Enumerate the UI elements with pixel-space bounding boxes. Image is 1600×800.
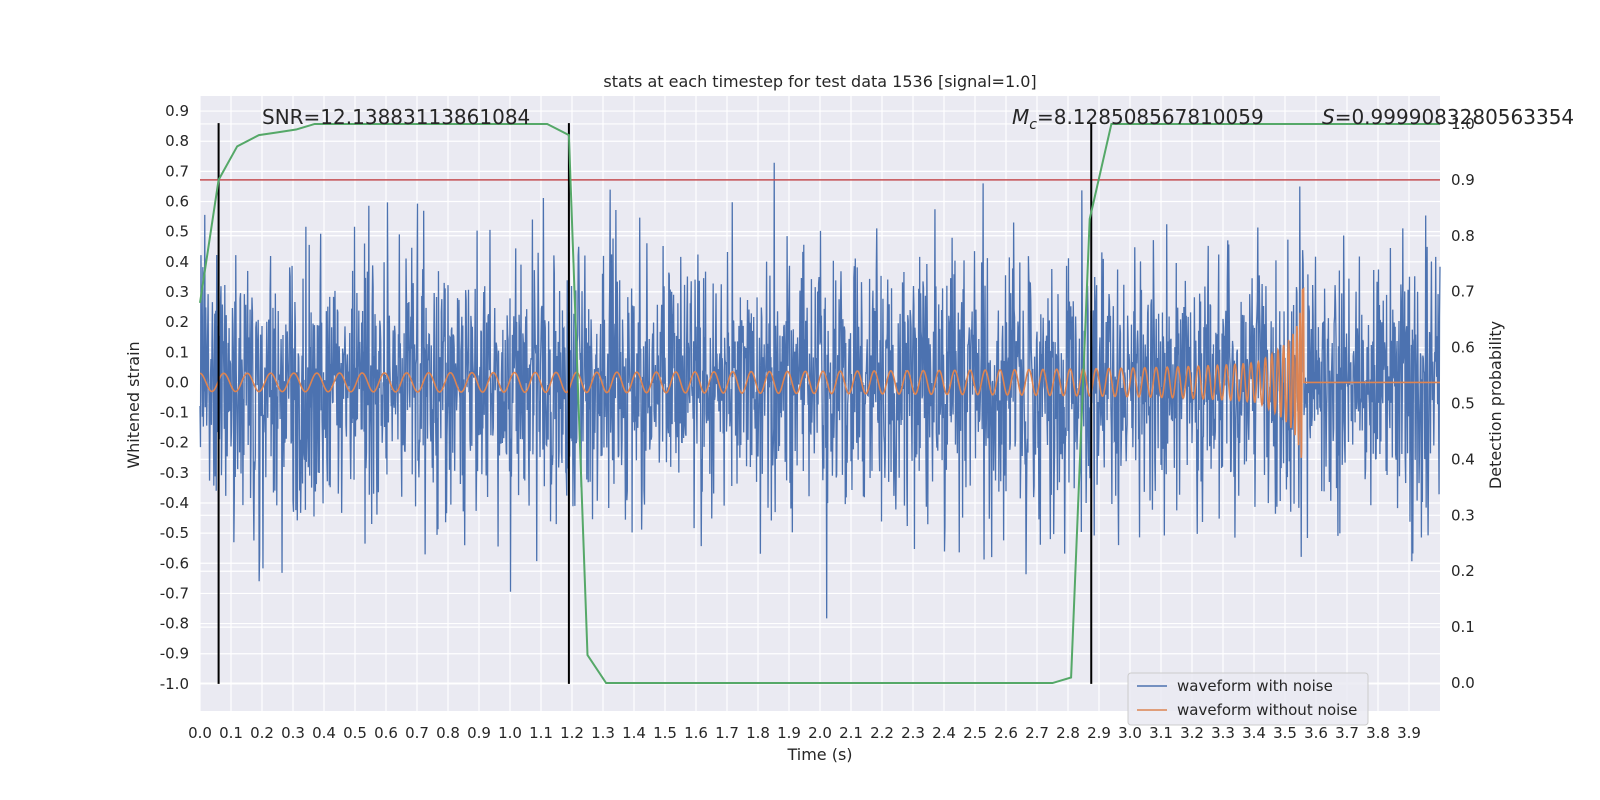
x-tick-label-34: 3.4 [1242,724,1266,742]
x-tick-label-8: 0.8 [436,724,460,742]
y-tick-label-19: -1.0 [160,675,189,693]
y2-tick-label-5: 0.5 [1451,395,1475,413]
x-tick-label-25: 2.5 [963,724,987,742]
chirp-mass-subscript: c [1029,117,1037,133]
x-tick-label-29: 2.9 [1087,724,1111,742]
y-tick-label-3: 0.6 [165,193,189,211]
chart-title: stats at each timestep for test data 153… [603,72,1036,91]
x-tick-label-1: 0.1 [219,724,243,742]
x-tick-label-38: 3.8 [1366,724,1390,742]
y2-tick-label-1: 0.9 [1451,171,1475,189]
y-tick-label-12: -0.3 [160,464,189,482]
x-tick-label-2: 0.2 [250,724,274,742]
x-tick-label-7: 0.7 [405,724,429,742]
y2-axis-label: Detection probability [1486,321,1505,489]
x-tick-label-21: 2.1 [839,724,863,742]
x-tick-label-28: 2.8 [1056,724,1080,742]
y-axis-label: Whitened strain [124,341,143,468]
y2-tick-label-9: 0.1 [1451,618,1475,636]
x-tick-label-19: 1.9 [777,724,801,742]
x-tick-label-32: 3.2 [1180,724,1204,742]
y-tick-label-7: 0.2 [165,313,189,331]
y-tick-label-9: 0.0 [165,373,189,391]
y-tick-label-2: 0.7 [165,162,189,180]
y-tick-label-6: 0.3 [165,283,189,301]
x-tick-label-16: 1.6 [684,724,708,742]
y-tick-label-15: -0.6 [160,554,189,572]
x-tick-label-4: 0.4 [312,724,336,742]
y-tick-label-8: 0.1 [165,343,189,361]
x-tick-label-15: 1.5 [653,724,677,742]
x-tick-label-6: 0.6 [374,724,398,742]
x-tick-label-27: 2.7 [1025,724,1049,742]
y-tick-label-16: -0.7 [160,584,189,602]
legend-label-waveform-without-noise: waveform without noise [1177,701,1357,719]
x-tick-label-36: 3.6 [1304,724,1328,742]
chirp-mass-value: =8.128508567810059 [1037,105,1264,129]
y-tick-label-13: -0.4 [160,494,189,512]
score-annotation: S=0.9999083280563354 [1322,105,1574,129]
x-tick-label-14: 1.4 [622,724,646,742]
y-tick-label-1: 0.8 [165,132,189,150]
y-tick-label-14: -0.5 [160,524,189,542]
chirp-mass-symbol: M [1012,105,1029,129]
series-waveform-without-noise [199,287,1440,458]
x-tick-label-10: 1.0 [498,724,522,742]
x-tick-label-5: 0.5 [343,724,367,742]
x-tick-label-33: 3.3 [1211,724,1235,742]
x-tick-label-17: 1.7 [715,724,739,742]
x-tick-label-0: 0.0 [188,724,212,742]
snr-annotation: SNR=12.13883113861084 [262,105,530,129]
x-tick-label-26: 2.6 [994,724,1018,742]
score-value: =0.9999083280563354 [1335,105,1574,129]
y-tick-label-4: 0.5 [165,223,189,241]
y-tick-label-0: 0.9 [165,102,189,120]
y2-tick-label-8: 0.2 [1451,562,1475,580]
x-tick-label-24: 2.4 [932,724,956,742]
x-tick-label-18: 1.8 [746,724,770,742]
x-tick-label-20: 2.0 [808,724,832,742]
y2-tick-label-10: 0.0 [1451,674,1475,692]
chirp-mass-annotation: Mc=8.128508567810059 [1012,105,1264,133]
series-waveform-with-noise [199,162,1441,619]
line-waveform-with-noise [199,162,1441,619]
series-detection-probability [199,122,1440,685]
x-tick-label-9: 0.9 [467,724,491,742]
y2-tick-label-2: 0.8 [1451,227,1475,245]
y2-tick-label-0: 1.0 [1451,115,1475,133]
x-axis-label: Time (s) [786,745,852,764]
y2-tick-label-7: 0.3 [1451,506,1475,524]
x-tick-label-12: 1.2 [560,724,584,742]
line-waveform-without-noise [199,287,1440,458]
x-tick-label-3: 0.3 [281,724,305,742]
y-tick-label-10: -0.1 [160,404,189,422]
x-tick-label-39: 3.9 [1397,724,1421,742]
y-tick-label-5: 0.4 [165,253,189,271]
line-detection-probability [199,122,1440,685]
y-tick-label-17: -0.8 [160,615,189,633]
y2-tick-labels: 1.0 0.9 0.8 0.7 0.6 0.5 0.4 0.3 0.2 0.1 0.0 [1451,115,1475,692]
legend: waveform with noise waveform without noi… [1127,672,1369,726]
x-tick-label-30: 3.0 [1118,724,1142,742]
y-tick-label-11: -0.2 [160,434,189,452]
x-tick-label-37: 3.7 [1335,724,1359,742]
y2-tick-label-6: 0.4 [1451,450,1475,468]
x-tick-label-13: 1.3 [591,724,615,742]
score-symbol: S [1322,105,1335,129]
y2-tick-label-3: 0.7 [1451,283,1475,301]
y-tick-label-18: -0.9 [160,645,189,663]
x-tick-label-23: 2.3 [901,724,925,742]
y-tick-labels: 0.9 0.8 0.7 0.6 0.5 0.4 0.3 0.2 0.1 0.0 -0.1 -0.2 -0… [160,102,189,693]
legend-label-waveform-with-noise: waveform with noise [1177,677,1333,695]
x-tick-labels: 0.0 0.1 0.2 0.3 0.4 0.5 0.6 0.7 0.8 0.9 1.0 1.1 1.2 1… [188,724,1421,742]
x-tick-label-11: 1.1 [529,724,553,742]
legend-box [1127,672,1369,726]
x-tick-label-35: 3.5 [1273,724,1297,742]
x-tick-label-22: 2.2 [870,724,894,742]
x-tick-label-31: 3.1 [1149,724,1173,742]
y2-tick-label-4: 0.6 [1451,339,1475,357]
